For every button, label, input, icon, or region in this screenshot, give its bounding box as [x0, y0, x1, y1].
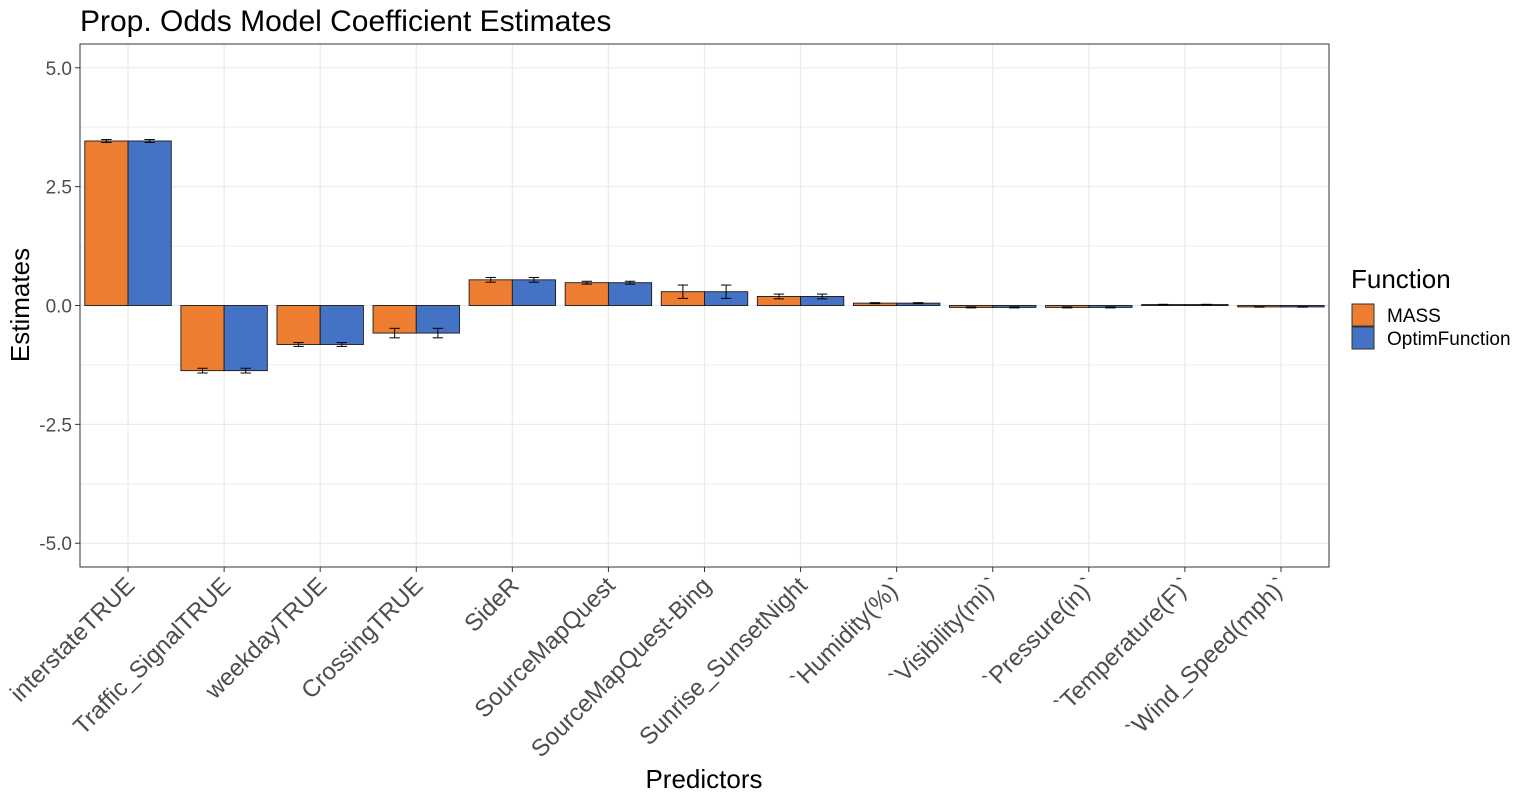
x-axis: interstateTRUETraffic_SignalTRUEweekdayT…	[5, 567, 1293, 763]
legend-label-mass: MASS	[1387, 306, 1441, 327]
bar-optimfunction-0	[127, 140, 172, 306]
error-bar-optimfunction-6	[720, 284, 732, 299]
bar-optimfunction-4	[511, 279, 557, 306]
x-axis-title: Predictors	[645, 764, 762, 794]
error-bar-mass-5	[581, 280, 592, 285]
error-bar-mass-0	[101, 139, 112, 143]
y-tick-label: -2.5	[39, 415, 72, 436]
error-bar-optimfunction-1	[240, 367, 251, 374]
legend-label-optimfunction: OptimFunction	[1387, 329, 1511, 350]
y-axis-title: Estimates	[5, 248, 35, 362]
error-bar-optimfunction-7	[817, 293, 828, 300]
error-bars	[101, 139, 1308, 374]
x-tick-label: SourceMapQuest-Bing	[526, 572, 717, 763]
y-axis: -5.0 -2.5 0.0 2.5 5.0	[39, 59, 80, 555]
legend: Function MASS OptimFunction	[1351, 264, 1511, 350]
error-bar-optimfunction-4	[528, 276, 540, 283]
legend-key-optimfunction	[1351, 326, 1375, 350]
error-bar-mass-9	[965, 306, 977, 309]
x-tick-label: SideR	[459, 572, 524, 637]
error-bar-mass-2	[293, 342, 304, 347]
bar-mass-1	[180, 305, 225, 372]
bar-optimfunction-1	[223, 305, 268, 372]
bars	[84, 140, 1325, 372]
y-tick-label: 0.0	[46, 297, 72, 318]
bar-mass-4	[468, 279, 513, 306]
error-bar-mass-6	[677, 284, 689, 299]
error-bar-mass-7	[773, 293, 785, 300]
bar-mass-2	[276, 305, 321, 345]
error-bar-mass-10	[1062, 306, 1073, 309]
error-bar-optimfunction-8	[913, 302, 924, 305]
bar-optimfunction-5	[607, 282, 653, 306]
x-tick-label: Sunrise_SunsetNight	[634, 572, 813, 751]
bar-mass-0	[84, 140, 129, 306]
x-tick-label: Traffic_SignalTRUE	[68, 572, 236, 740]
legend-title: Function	[1351, 264, 1451, 294]
x-tick-label: `Wind_Speed(mph)`	[1121, 572, 1293, 744]
error-bar-mass-4	[485, 276, 496, 283]
error-bar-optimfunction-0	[144, 139, 155, 143]
y-tick-label: 5.0	[46, 59, 72, 80]
error-bar-mass-8	[869, 302, 881, 305]
error-bar-optimfunction-10	[1105, 306, 1116, 309]
error-bar-optimfunction-9	[1009, 306, 1020, 309]
error-bar-optimfunction-3	[432, 327, 444, 339]
error-bar-optimfunction-5	[624, 280, 636, 285]
error-bar-mass-1	[197, 367, 208, 374]
bar-optimfunction-2	[319, 305, 364, 345]
bar-mass-5	[564, 282, 609, 306]
chart-title: Prop. Odds Model Coefficient Estimates	[80, 5, 611, 38]
y-tick-label: -5.0	[39, 534, 72, 555]
y-tick-label: 2.5	[46, 178, 72, 199]
error-bar-optimfunction-2	[336, 342, 347, 347]
error-bar-mass-3	[389, 327, 400, 339]
legend-key-mass	[1351, 303, 1375, 327]
